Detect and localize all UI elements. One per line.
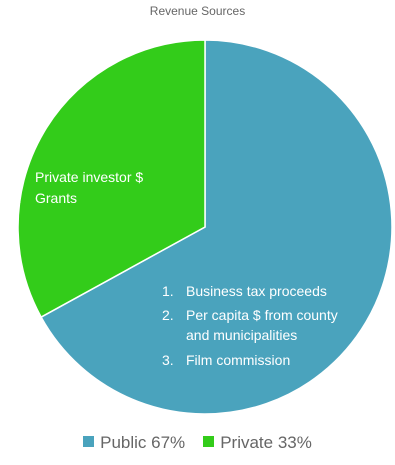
legend-label-public: Public 67% [100, 433, 186, 452]
public-annotation-num-1: 1. [162, 283, 174, 299]
public-annotation-text-2: Per capita $ from county [186, 307, 338, 323]
pie-slice-public [40, 39, 393, 415]
chart-title: Revenue Sources [149, 4, 246, 18]
public-annotation-text-3: Film commission [186, 352, 290, 368]
private-annotation-num-1: 1. [10, 169, 22, 185]
legend-swatch-private [203, 436, 215, 447]
public-annotation-num-2: 2. [162, 307, 174, 323]
public-annotation-text-1: Business tax proceeds [186, 283, 327, 299]
chart-legend: Public 67% Private 33% [0, 433, 395, 453]
public-annotations: 1. Business tax proceeds 2. Per capita $… [162, 283, 338, 368]
legend-swatch-public [83, 436, 95, 447]
legend-label-private: Private 33% [220, 433, 312, 452]
legend-item-private: Private 33% [203, 433, 312, 453]
pie-slice-private [17, 39, 206, 319]
private-annotation-text-2: Grants [35, 190, 77, 206]
public-annotation-num-3: 3. [162, 352, 174, 368]
public-annotation-text-2b: and municipalities [186, 327, 297, 343]
private-annotation-text-1: Private investor $ [35, 169, 143, 185]
legend-item-public: Public 67% [83, 433, 185, 453]
